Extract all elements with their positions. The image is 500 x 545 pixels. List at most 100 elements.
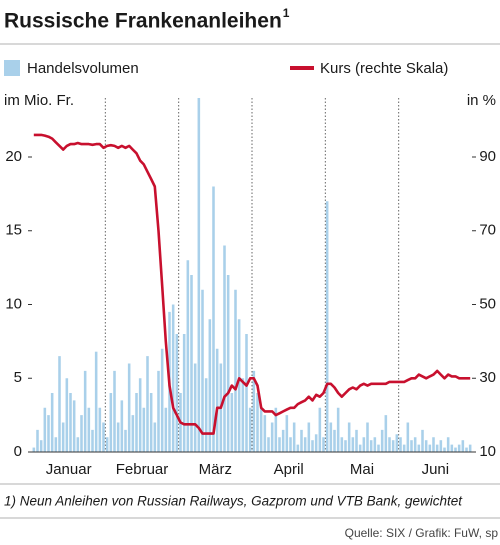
bar [402, 444, 406, 452]
bar [36, 429, 39, 452]
bar [76, 437, 80, 452]
bar [263, 415, 267, 452]
bar [215, 348, 219, 452]
legend-label: Handelsvolumen [27, 60, 139, 77]
bar [289, 437, 292, 452]
bar [109, 393, 113, 452]
bar [193, 363, 197, 452]
bar [237, 319, 241, 452]
bar [186, 260, 190, 452]
bar [406, 422, 410, 452]
bar [314, 434, 318, 452]
bar [197, 98, 201, 452]
bar [72, 400, 76, 452]
bar [311, 440, 314, 452]
bar [127, 363, 131, 452]
bar [274, 407, 278, 452]
y-tick-label: 20 [5, 148, 22, 165]
bar [428, 444, 432, 452]
bar [300, 429, 303, 452]
bar [252, 370, 256, 452]
bar [267, 437, 270, 452]
bar [318, 407, 322, 452]
bar [384, 415, 388, 452]
bar [182, 334, 186, 452]
bar [347, 422, 351, 452]
y-tick-label: 0 [14, 443, 22, 460]
bar [164, 407, 168, 452]
bar [351, 437, 355, 452]
x-tick-label: Juni [422, 461, 450, 478]
bar [212, 186, 215, 452]
bar [366, 422, 369, 452]
bar [39, 440, 43, 452]
bar [454, 447, 457, 452]
x-tick-label: März [199, 461, 232, 478]
bar [391, 440, 395, 452]
y2-tick-label: 90 [479, 148, 496, 165]
x-tick-label: Februar [116, 461, 169, 478]
bar [443, 447, 446, 452]
bar [131, 415, 135, 452]
bar [98, 407, 102, 452]
bar [432, 437, 435, 452]
bar [116, 422, 120, 452]
bar [80, 415, 83, 452]
bar [417, 444, 421, 452]
bar [355, 429, 358, 452]
bar [190, 275, 193, 452]
bar [307, 422, 311, 452]
bar [146, 356, 149, 452]
bar [234, 289, 237, 452]
bar [292, 422, 296, 452]
bar [377, 444, 380, 452]
bar [32, 447, 36, 452]
bar [50, 393, 54, 452]
bar [226, 275, 230, 452]
bar [340, 437, 344, 452]
bar [171, 304, 175, 452]
bar [424, 440, 428, 452]
bar [461, 440, 465, 452]
bar [223, 245, 226, 452]
y-tick-label: 5 [14, 369, 22, 386]
y2-tick-label: 50 [479, 295, 496, 312]
bar [91, 429, 94, 452]
bar [270, 422, 274, 452]
x-tick-label: Mai [350, 461, 374, 478]
bar [303, 437, 307, 452]
bar [450, 444, 454, 452]
bar [410, 440, 413, 452]
bar [399, 437, 402, 452]
line [33, 133, 471, 435]
y2-tick-label: 10 [479, 443, 496, 460]
bar [204, 378, 208, 452]
bar [230, 393, 234, 452]
bar [105, 437, 109, 452]
footnote: 1) Neun Anleihen von Russian Railways, G… [4, 494, 463, 509]
chart-title: Russische Frankenanleihen [4, 10, 282, 33]
bar [245, 334, 248, 452]
bar [336, 407, 340, 452]
bar [285, 415, 289, 452]
y-axis-label: im Mio. Fr. [4, 92, 74, 109]
title-note-mark: 1 [283, 6, 290, 20]
bar [333, 429, 336, 452]
bar [380, 429, 384, 452]
bar [157, 370, 160, 452]
bar [54, 437, 58, 452]
bar [281, 429, 285, 452]
bar [69, 393, 72, 452]
bar [94, 351, 98, 452]
bar [358, 444, 362, 452]
bar [256, 393, 259, 452]
bar [369, 440, 373, 452]
bar [388, 437, 391, 452]
bar [344, 440, 347, 452]
y-tick-label: 10 [5, 295, 22, 312]
bar [153, 422, 157, 452]
x-tick-label: Januar [46, 461, 92, 478]
bar [435, 444, 439, 452]
bar [362, 437, 366, 452]
bar [278, 437, 281, 452]
